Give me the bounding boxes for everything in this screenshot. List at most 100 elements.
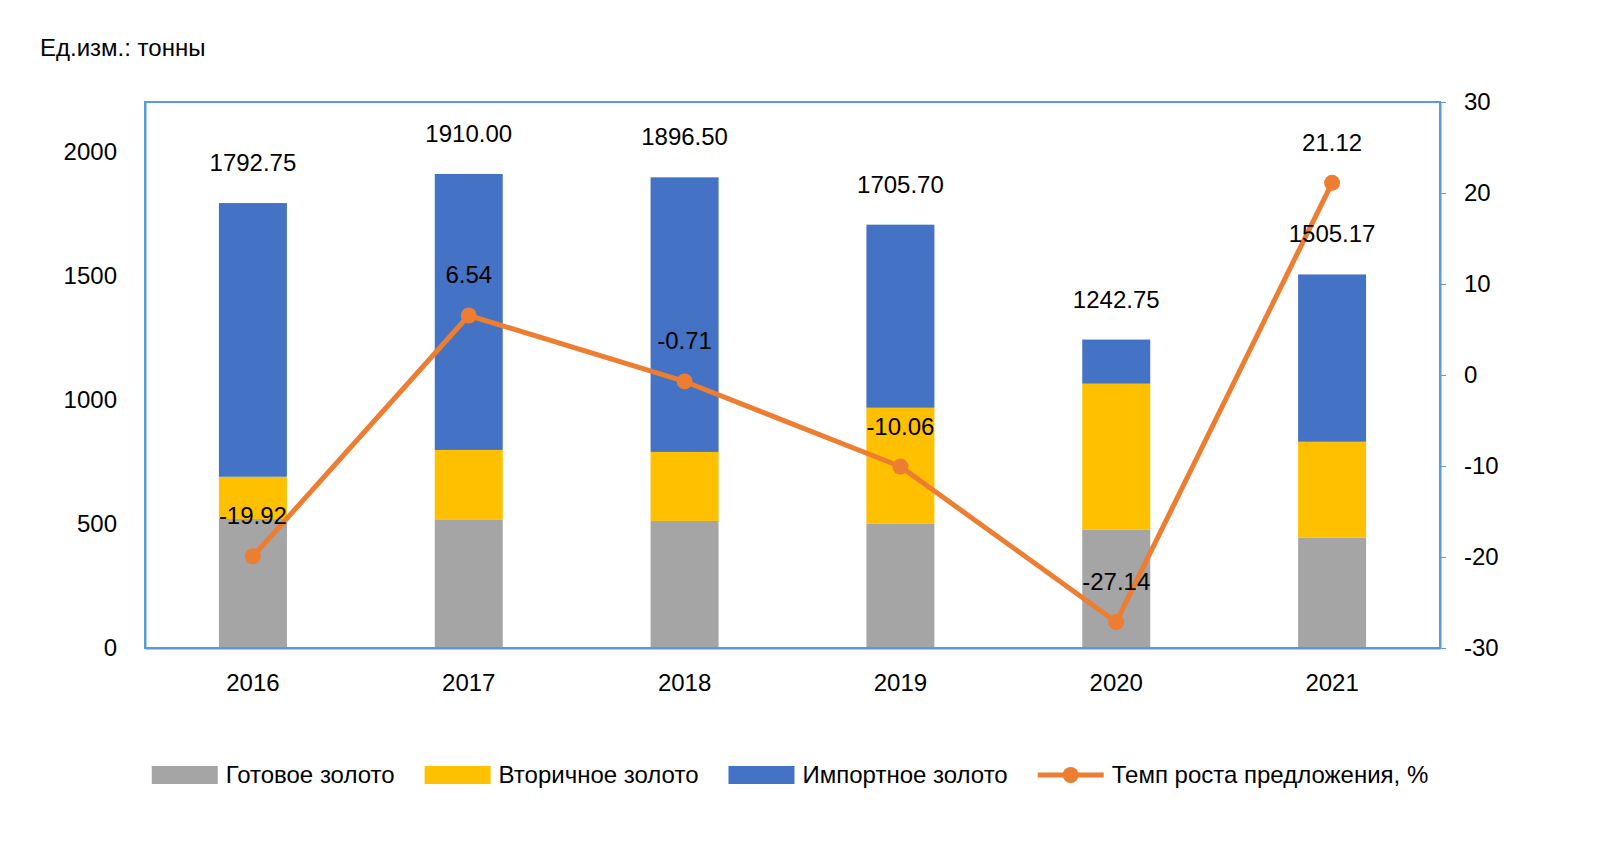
tick-label: 2016: [226, 669, 279, 696]
bar: [866, 408, 934, 524]
tick-label: 30: [1464, 88, 1491, 115]
legend-label: Импортное золото: [802, 761, 1007, 788]
tick: 30: [1440, 88, 1491, 115]
data-labels: 1792.75 1910.00 1896.50 1705.70 1242.75 1505.…: [210, 120, 1376, 595]
line: [253, 183, 1332, 622]
data-label: -27.14: [1082, 568, 1150, 595]
tick: -30: [1440, 634, 1499, 661]
legend-item: Готовое золото: [152, 761, 395, 788]
legend: Готовое золото Вторичное золото Импортное …: [152, 761, 1428, 788]
total-label: 1505.17: [1289, 220, 1376, 247]
bar: [435, 450, 503, 520]
y-axis-label: Ед.изм.: тонны: [40, 34, 205, 61]
tick-mark: [1440, 193, 1446, 194]
bar-series: [219, 174, 1366, 477]
chart: Ед.изм.: тонны 0 500 1000 1500 2000 -30 -20 -10 0…: [0, 0, 1600, 841]
tick-label: 10: [1464, 270, 1491, 297]
tick: -10: [1440, 452, 1499, 479]
legend-swatch: [152, 766, 218, 784]
tick: 2000: [64, 138, 145, 165]
tick-label: 20: [1464, 179, 1491, 206]
tick: -20: [1440, 543, 1499, 570]
tick-label: 2021: [1305, 669, 1358, 696]
tick-label: 0: [104, 634, 117, 661]
tick: 0: [104, 634, 145, 661]
plot-frame: [145, 102, 1440, 648]
legend-item: Темп роста предложения, %: [1038, 761, 1429, 788]
bar-series: [219, 519, 1366, 648]
y2-axis: -30 -20 -10 0 10 20 30: [1440, 88, 1499, 661]
legend-marker: [1063, 767, 1079, 783]
bar: [219, 203, 287, 477]
tick: 2018: [658, 648, 711, 696]
bar: [1298, 538, 1366, 648]
axis-line: [145, 103, 147, 649]
data-label: -10.06: [866, 413, 934, 440]
tick: 1500: [64, 262, 145, 289]
tick: 2020: [1090, 648, 1143, 696]
marker: [892, 459, 908, 475]
tick-label: 2019: [874, 669, 927, 696]
tick-label: 2020: [1090, 669, 1143, 696]
legend-swatch: [425, 766, 491, 784]
y-axis: 0 500 1000 1500 2000: [64, 103, 146, 662]
bar: [1082, 384, 1150, 530]
total-label: 1910.00: [425, 120, 512, 147]
legend-item: Импортное золото: [728, 761, 1007, 788]
bar: [1082, 530, 1150, 648]
tick-label: -20: [1464, 543, 1499, 570]
marker: [461, 307, 477, 323]
data-label: -0.71: [657, 327, 712, 354]
marker: [1108, 614, 1124, 630]
legend-swatch: [728, 766, 794, 784]
tick: 500: [77, 510, 145, 537]
tick: 0: [1440, 361, 1477, 388]
legend-label: Темп роста предложения, %: [1112, 761, 1429, 788]
bar: [1298, 442, 1366, 538]
data-label: 21.12: [1302, 129, 1362, 156]
tick: 20: [1440, 179, 1491, 206]
bar: [435, 174, 503, 450]
tick-mark: [1440, 648, 1446, 649]
axis-line: [146, 648, 1441, 650]
x-axis: 2016 2017 2018 2019 2020 2021: [146, 648, 1441, 696]
bar: [435, 520, 503, 648]
tick-label: 2000: [64, 138, 117, 165]
bar: [1082, 340, 1150, 384]
data-label: 6.54: [445, 261, 492, 288]
legend-label: Готовое золото: [226, 761, 395, 788]
tick: 10: [1440, 270, 1491, 297]
bar: [866, 524, 934, 648]
plot-marks: [219, 174, 1366, 648]
tick-label: -30: [1464, 634, 1499, 661]
tick-label: 1500: [64, 262, 117, 289]
tick-mark: [1440, 466, 1446, 467]
tick-label: 1000: [64, 386, 117, 413]
total-label: 1896.50: [641, 123, 728, 150]
bar: [866, 225, 934, 408]
bar: [651, 177, 719, 452]
total-label: 1705.70: [857, 171, 944, 198]
legend-label: Вторичное золото: [499, 761, 699, 788]
tick-label: 2018: [658, 669, 711, 696]
total-label: 1242.75: [1073, 286, 1160, 313]
marker: [1324, 175, 1340, 191]
tick-label: 0: [1464, 361, 1477, 388]
tick: 2019: [874, 648, 927, 696]
tick-mark: [1440, 102, 1446, 103]
bar: [219, 519, 287, 648]
tick-label: 2017: [442, 669, 495, 696]
marker: [245, 548, 261, 564]
tick: 1000: [64, 386, 145, 413]
tick-label: -10: [1464, 452, 1499, 479]
bar: [651, 452, 719, 521]
data-label: -19.92: [219, 502, 287, 529]
marker: [677, 373, 693, 389]
tick-mark: [1440, 284, 1446, 285]
bar: [651, 521, 719, 648]
total-label: 1792.75: [210, 149, 297, 176]
tick-mark: [1440, 375, 1446, 376]
tick: 2016: [226, 648, 279, 696]
tick-label: 500: [77, 510, 117, 537]
tick: 2017: [442, 648, 495, 696]
